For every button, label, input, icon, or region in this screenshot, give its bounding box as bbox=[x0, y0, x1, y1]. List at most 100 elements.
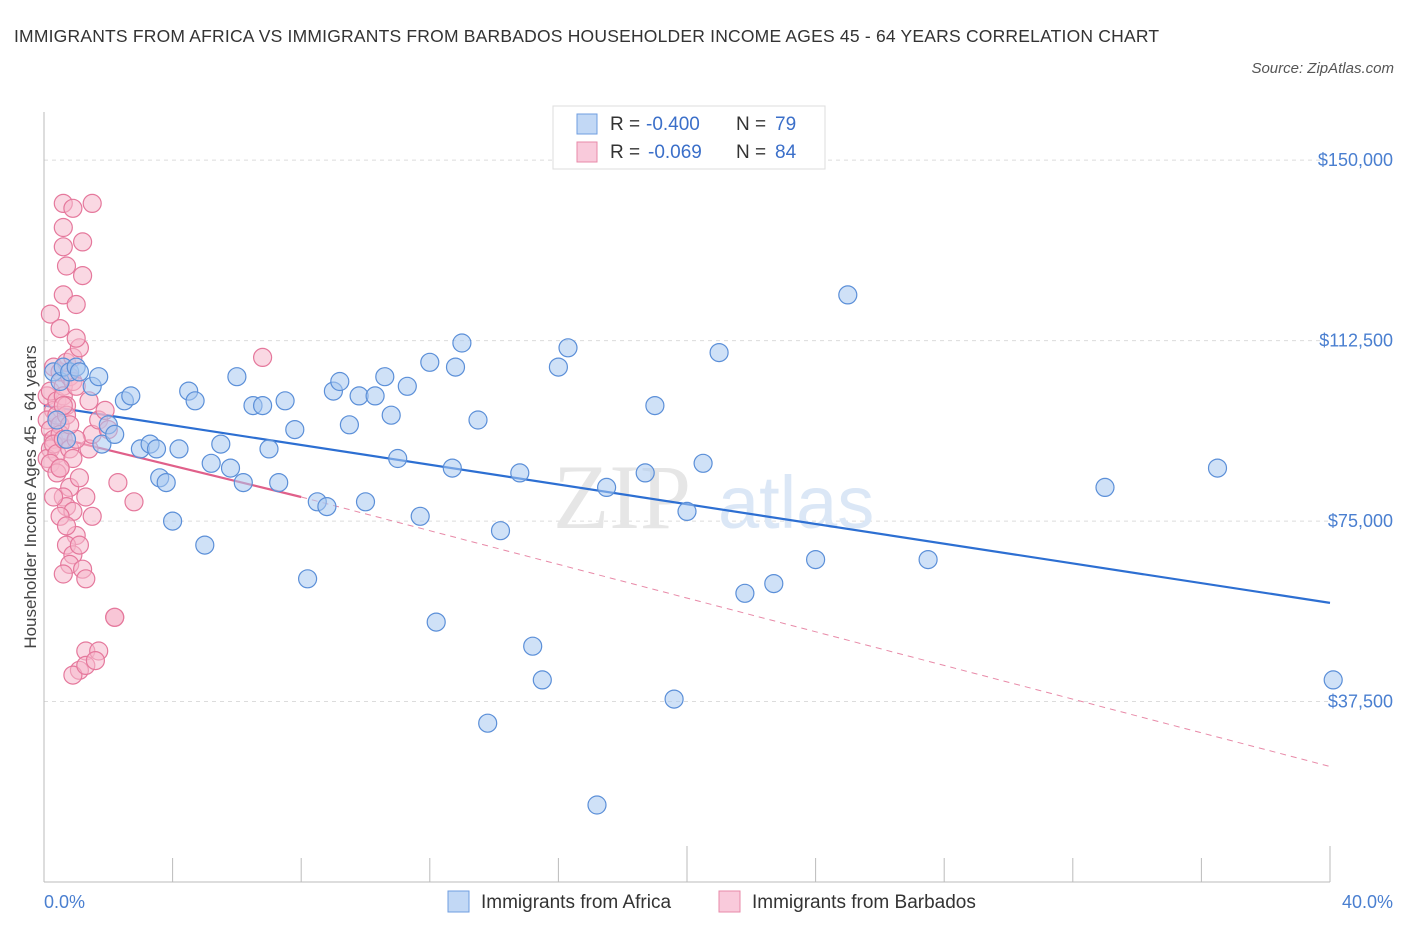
africa-point-56 bbox=[478, 713, 498, 733]
barbados-point-56 bbox=[76, 487, 96, 507]
y-tick-labels: $37,500 $75,000 $112,500 $150,000 bbox=[1318, 150, 1393, 711]
africa-point-33 bbox=[269, 473, 289, 493]
africa-point-38 bbox=[317, 497, 337, 517]
barbados-point-41 bbox=[63, 198, 83, 218]
barbados-point-71 bbox=[63, 665, 83, 685]
africa-point-75 bbox=[918, 549, 938, 570]
africa-point-46 bbox=[381, 405, 401, 425]
legend-r-value-africa: -0.400 bbox=[646, 114, 700, 135]
barbados-point-33 bbox=[53, 285, 73, 305]
africa-point-34 bbox=[275, 391, 295, 411]
africa-point-68 bbox=[677, 501, 697, 521]
barbados-point-79 bbox=[50, 458, 70, 478]
africa-point-41 bbox=[339, 415, 359, 435]
africa-point-52 bbox=[442, 458, 462, 478]
source-note: Source: ZipAtlas.com bbox=[1251, 60, 1394, 77]
barbados-point-31 bbox=[40, 304, 61, 324]
barbados-point-36 bbox=[72, 266, 93, 286]
africa-point-26 bbox=[211, 434, 231, 454]
legend-n-value-barbados: 84 bbox=[775, 142, 797, 163]
africa-point-67 bbox=[664, 689, 684, 709]
africa-point-36 bbox=[298, 569, 318, 589]
barbados-point-32 bbox=[50, 319, 70, 339]
y-axis-label: Householder Income Ages 45 - 64 years bbox=[21, 345, 40, 648]
africa-point-9 bbox=[89, 367, 109, 387]
africa-point-54 bbox=[452, 333, 472, 353]
legend-swatch-barbados bbox=[576, 141, 598, 163]
bottom-legend-label-africa: Immigrants from Africa bbox=[481, 892, 671, 913]
y-tick-label-3: $150,000 bbox=[1318, 150, 1393, 170]
africa-point-21 bbox=[169, 439, 189, 459]
barbados-point-37 bbox=[53, 237, 73, 257]
x-tick-right: 40.0% bbox=[1342, 892, 1393, 912]
africa-point-65 bbox=[635, 463, 655, 483]
africa-point-42 bbox=[349, 386, 369, 406]
barbados-point-65 bbox=[124, 492, 144, 512]
africa-point-19 bbox=[156, 473, 176, 493]
africa-point-12 bbox=[105, 424, 125, 444]
africa-point-66 bbox=[645, 396, 665, 416]
barbados-point-67 bbox=[105, 607, 125, 627]
africa-point-25 bbox=[201, 453, 221, 473]
x-tick-labels: 0.0% 40.0% bbox=[44, 892, 1393, 912]
y-tick-label-1: $75,000 bbox=[1328, 511, 1393, 531]
y-tick-label-2: $112,500 bbox=[1319, 331, 1393, 351]
barbados-point-57 bbox=[69, 468, 90, 488]
y-tick-label-0: $37,500 bbox=[1328, 692, 1393, 712]
legend-n-label-barbados: N = bbox=[736, 142, 766, 163]
top-legend: R = -0.400 N = 79 R = -0.069 N = 84 bbox=[552, 105, 826, 170]
barbados-point-35 bbox=[56, 256, 77, 276]
africa-point-55 bbox=[468, 410, 488, 430]
africa-point-14 bbox=[121, 386, 141, 406]
africa-point-45 bbox=[375, 367, 395, 387]
africa-point-10 bbox=[92, 434, 112, 454]
watermark-atlas: atlas bbox=[718, 461, 874, 544]
trend-line-barbados-dashed bbox=[301, 496, 1331, 767]
africa-point-72 bbox=[764, 573, 784, 594]
barbados-point-80 bbox=[56, 516, 77, 536]
africa-point-71 bbox=[735, 583, 755, 603]
africa-point-40 bbox=[330, 371, 350, 392]
africa-point-53 bbox=[445, 357, 466, 377]
barbados-point-54 bbox=[76, 569, 96, 589]
watermark-zip: ZIP bbox=[553, 446, 691, 548]
africa-point-59 bbox=[523, 636, 543, 656]
barbados-point-58 bbox=[63, 448, 83, 469]
barbados-point-30 bbox=[66, 328, 86, 348]
africa-point-73 bbox=[805, 549, 826, 570]
bottom-legend-swatch-barbados bbox=[718, 890, 741, 913]
legend-n-label-africa: N = bbox=[736, 114, 766, 135]
barbados-point-39 bbox=[72, 232, 93, 252]
africa-point-63 bbox=[587, 795, 607, 815]
barbados-point-83 bbox=[253, 347, 273, 367]
africa-point-5 bbox=[69, 362, 90, 382]
barbados-point-64 bbox=[108, 473, 128, 493]
bottom-legend-label-barbados: Immigrants from Barbados bbox=[752, 892, 976, 913]
africa-point-20 bbox=[163, 511, 183, 531]
africa-point-44 bbox=[365, 386, 385, 406]
africa-point-32 bbox=[259, 439, 279, 459]
legend-box bbox=[552, 105, 826, 170]
africa-point-43 bbox=[355, 492, 376, 512]
africa-point-27 bbox=[220, 458, 241, 478]
africa-point-77 bbox=[1207, 458, 1228, 478]
africa-point-24 bbox=[195, 535, 215, 555]
x-tick-left: 0.0% bbox=[44, 892, 85, 912]
barbados-point-73 bbox=[85, 650, 106, 671]
chart-title: IMMIGRANTS FROM AFRICA VS IMMIGRANTS FRO… bbox=[14, 26, 1160, 46]
africa-point-74 bbox=[838, 285, 858, 305]
africa-point-78 bbox=[1323, 670, 1343, 690]
africa-point-7 bbox=[56, 429, 77, 449]
africa-point-69 bbox=[693, 453, 713, 473]
africa-point-29 bbox=[233, 473, 253, 493]
legend-n-value-africa: 79 bbox=[775, 114, 796, 135]
africa-point-17 bbox=[146, 439, 167, 459]
africa-point-62 bbox=[558, 338, 578, 358]
gridlines bbox=[44, 159, 1330, 703]
africa-point-64 bbox=[596, 477, 617, 497]
africa-point-61 bbox=[548, 357, 569, 377]
africa-point-49 bbox=[410, 506, 430, 526]
africa-point-35 bbox=[285, 420, 305, 440]
africa-point-48 bbox=[397, 376, 417, 396]
